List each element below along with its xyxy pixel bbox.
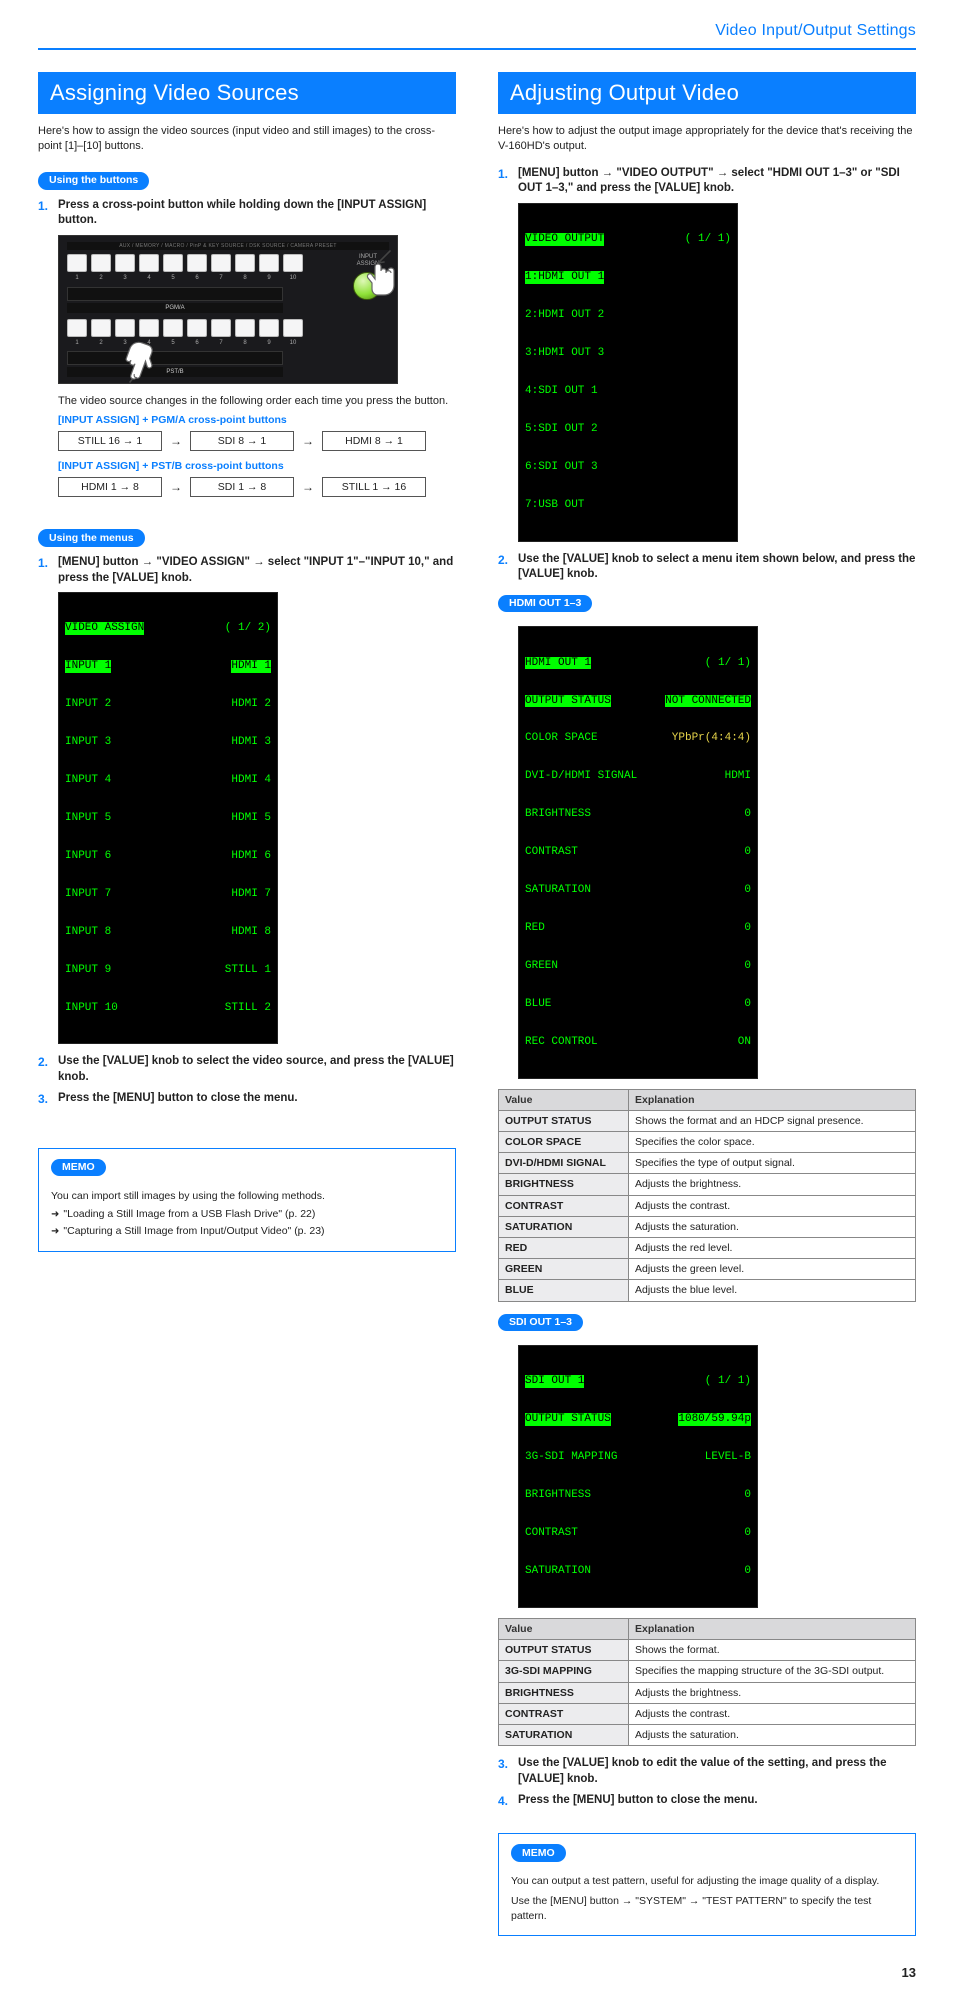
step-number: 1. xyxy=(38,555,52,586)
finger-icon xyxy=(118,338,166,386)
left-menus-step1: 1. [MENU] button → "VIDEO ASSIGN" → sele… xyxy=(38,555,456,586)
pgm-button-row xyxy=(67,254,347,272)
using-menus-pill: Using the menus xyxy=(38,529,145,547)
memo-text: Use the [MENU] button → "SYSTEM" → "TEST… xyxy=(511,1894,903,1922)
right-step3: 3. Use the [VALUE] knob to edit the valu… xyxy=(498,1756,916,1787)
left-menus-step2: 2. Use the [VALUE] knob to select the vi… xyxy=(38,1054,456,1085)
right-title: Adjusting Output Video xyxy=(498,72,916,115)
left-buttons-step1: 1. Press a cross-point button while hold… xyxy=(38,198,456,229)
step-text: Use the [VALUE] knob to edit the value o… xyxy=(518,1756,916,1787)
lcd-sdi-out: SDI OUT 1( 1/ 1) OUTPUT STATUS1080/59.94… xyxy=(518,1345,758,1608)
lcd-hdmi-out: HDMI OUT 1( 1/ 1) OUTPUT STATUSNOT CONNE… xyxy=(518,626,758,1078)
pgm-label: PGM/A xyxy=(67,303,283,313)
step-number: 3. xyxy=(38,1091,52,1107)
arrow-icon: → xyxy=(170,479,182,495)
lcd-video-output: VIDEO OUTPUT( 1/ 1) 1:HDMI OUT 1 2:HDMI … xyxy=(518,203,738,542)
hdmi-explanation-table: ValueExplanation OUTPUT STATUSShows the … xyxy=(498,1089,916,1302)
right-step1: 1. [MENU] button → "VIDEO OUTPUT" → sele… xyxy=(498,166,916,197)
left-intro: Here's how to assign the video sources (… xyxy=(38,124,456,154)
step-text: [MENU] button → "VIDEO ASSIGN" → select … xyxy=(58,555,456,586)
seq-a-row: STILL 16 → 1 → SDI 8 → 1 → HDMI 8 → 1 xyxy=(58,431,456,451)
step-number: 2. xyxy=(38,1054,52,1085)
pst-button-row xyxy=(67,319,347,337)
step-number: 4. xyxy=(498,1793,512,1809)
arrow-icon: → xyxy=(302,479,314,495)
right-step2: 2. Use the [VALUE] knob to select a menu… xyxy=(498,552,916,583)
after-panel-text: The video source changes in the followin… xyxy=(58,394,456,409)
memo-text: You can import still images by using the… xyxy=(51,1189,443,1203)
left-menus-step3: 3. Press the [MENU] button to close the … xyxy=(38,1091,456,1107)
right-column: Adjusting Output Video Here's how to adj… xyxy=(498,72,916,1936)
lcd-video-assign: VIDEO ASSIGN( 1/ 2) INPUT 1HDMI 1 INPUT … xyxy=(58,592,278,1044)
step-number: 1. xyxy=(498,166,512,197)
arrow-icon: → xyxy=(302,433,314,449)
left-column: Assigning Video Sources Here's how to as… xyxy=(38,72,456,1936)
step-number: 2. xyxy=(498,552,512,583)
step-number: 3. xyxy=(498,1756,512,1787)
step-text: Use the [VALUE] knob to select a menu it… xyxy=(518,552,916,583)
step-text: Press the [MENU] button to close the men… xyxy=(58,1091,456,1107)
hdmi-out-pill: HDMI OUT 1–3 xyxy=(498,595,592,613)
panel-top-labels: AUX / MEMORY / MACRO / PinP & KEY SOURCE… xyxy=(67,242,389,251)
page-number: 13 xyxy=(38,1964,916,1982)
finger-icon xyxy=(360,249,404,299)
step-text: Press the [MENU] button to close the men… xyxy=(518,1793,916,1809)
memo-text: You can output a test pattern, useful fo… xyxy=(511,1874,903,1888)
right-intro: Here's how to adjust the output image ap… xyxy=(498,124,916,154)
sdi-out-pill: SDI OUT 1–3 xyxy=(498,1314,583,1332)
memo-link: "Capturing a Still Image from Input/Outp… xyxy=(51,1224,443,1239)
left-memo-box: MEMO You can import still images by usin… xyxy=(38,1148,456,1252)
section-header: Video Input/Output Settings xyxy=(38,20,916,50)
crosspoint-panel-figure: AUX / MEMORY / MACRO / PinP & KEY SOURCE… xyxy=(58,235,398,384)
step-number: 1. xyxy=(38,198,52,229)
two-column-layout: Assigning Video Sources Here's how to as… xyxy=(38,72,916,1936)
seq-b-row: HDMI 1 → 8 → SDI 1 → 8 → STILL 1 → 16 xyxy=(58,477,456,497)
step-text: Press a cross-point button while holding… xyxy=(58,198,456,229)
pst-label: PST/B xyxy=(67,367,283,377)
using-buttons-pill: Using the buttons xyxy=(38,172,149,190)
right-memo-box: MEMO You can output a test pattern, usef… xyxy=(498,1833,916,1936)
left-title: Assigning Video Sources xyxy=(38,72,456,115)
seq-b-label: [INPUT ASSIGN] + PST/B cross-point butto… xyxy=(58,459,456,473)
sdi-explanation-table: ValueExplanation OUTPUT STATUSShows the … xyxy=(498,1618,916,1746)
step-text: Use the [VALUE] knob to select the video… xyxy=(58,1054,456,1085)
right-step4: 4. Press the [MENU] button to close the … xyxy=(498,1793,916,1809)
memo-link: "Loading a Still Image from a USB Flash … xyxy=(51,1207,443,1222)
seq-a-label: [INPUT ASSIGN] + PGM/A cross-point butto… xyxy=(58,413,456,427)
memo-pill: MEMO xyxy=(51,1159,106,1177)
memo-pill: MEMO xyxy=(511,1844,566,1862)
arrow-icon: → xyxy=(170,433,182,449)
step-text: [MENU] button → "VIDEO OUTPUT" → select … xyxy=(518,166,916,197)
